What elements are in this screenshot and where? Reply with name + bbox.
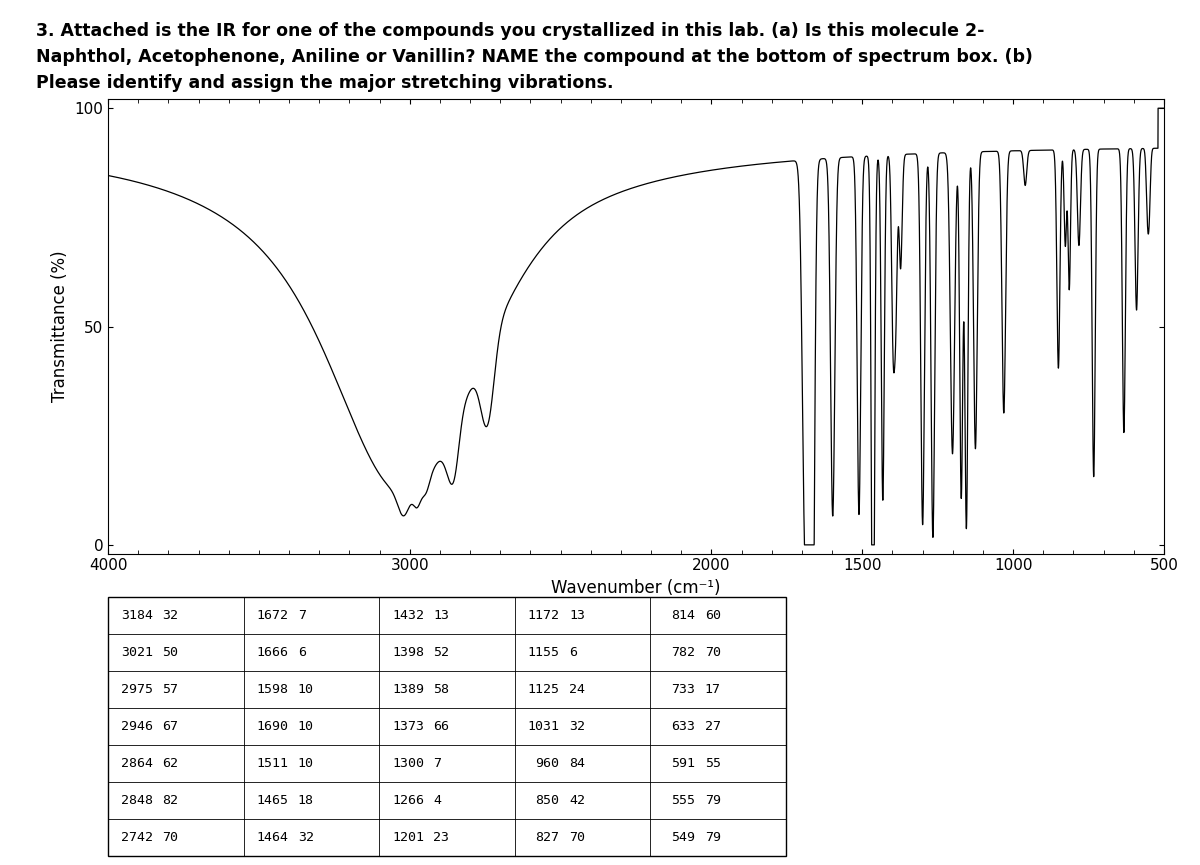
Text: 66: 66: [433, 720, 450, 734]
Text: 24: 24: [569, 683, 586, 696]
Text: 10: 10: [298, 757, 314, 770]
Text: 4: 4: [433, 794, 442, 807]
Text: 3021: 3021: [121, 646, 152, 659]
Text: 1598: 1598: [257, 683, 288, 696]
Text: 591: 591: [671, 757, 695, 770]
Text: 55: 55: [704, 757, 721, 770]
Text: 70: 70: [704, 646, 721, 659]
Text: 1031: 1031: [528, 720, 559, 734]
Text: 13: 13: [569, 609, 586, 622]
Text: 10: 10: [298, 683, 314, 696]
Y-axis label: Transmittance (%): Transmittance (%): [50, 251, 68, 402]
Text: 67: 67: [162, 720, 179, 734]
Text: 52: 52: [433, 646, 450, 659]
Text: 7: 7: [433, 757, 442, 770]
Text: 10: 10: [298, 720, 314, 734]
Text: 32: 32: [298, 831, 314, 844]
Text: 58: 58: [433, 683, 450, 696]
Text: 42: 42: [569, 794, 586, 807]
Text: 1201: 1201: [392, 831, 424, 844]
Text: 2946: 2946: [121, 720, 152, 734]
Text: Please identify and assign the major stretching vibrations.: Please identify and assign the major str…: [36, 74, 613, 92]
Text: 17: 17: [704, 683, 721, 696]
Text: 1465: 1465: [257, 794, 288, 807]
Text: 3184: 3184: [121, 609, 152, 622]
Text: 70: 70: [162, 831, 179, 844]
Text: 3. Attached is the IR for one of the compounds you crystallized in this lab. (a): 3. Attached is the IR for one of the com…: [36, 22, 984, 40]
Text: 1690: 1690: [257, 720, 288, 734]
Text: 6: 6: [298, 646, 306, 659]
Text: 57: 57: [162, 683, 179, 696]
Text: 1666: 1666: [257, 646, 288, 659]
Text: 1125: 1125: [528, 683, 559, 696]
Text: 13: 13: [433, 609, 450, 622]
Text: 70: 70: [569, 831, 586, 844]
Text: 23: 23: [433, 831, 450, 844]
Text: 2975: 2975: [121, 683, 152, 696]
Text: 1672: 1672: [257, 609, 288, 622]
Text: 6: 6: [569, 646, 577, 659]
Text: 79: 79: [704, 831, 721, 844]
Text: 1266: 1266: [392, 794, 424, 807]
Text: 50: 50: [162, 646, 179, 659]
Text: Naphthol, Acetophenone, Aniline or Vanillin? NAME the compound at the bottom of : Naphthol, Acetophenone, Aniline or Vanil…: [36, 48, 1033, 66]
Text: 7: 7: [298, 609, 306, 622]
Text: 2848: 2848: [121, 794, 152, 807]
Text: 549: 549: [671, 831, 695, 844]
Text: 1511: 1511: [257, 757, 288, 770]
Text: 1172: 1172: [528, 609, 559, 622]
Text: 1464: 1464: [257, 831, 288, 844]
Text: 32: 32: [569, 720, 586, 734]
Text: 84: 84: [569, 757, 586, 770]
Text: 1155: 1155: [528, 646, 559, 659]
Text: 827: 827: [535, 831, 559, 844]
Text: 82: 82: [162, 794, 179, 807]
Text: 32: 32: [162, 609, 179, 622]
Text: 60: 60: [704, 609, 721, 622]
Text: 850: 850: [535, 794, 559, 807]
Text: 27: 27: [704, 720, 721, 734]
Text: 79: 79: [704, 794, 721, 807]
Text: 733: 733: [671, 683, 695, 696]
Text: 1398: 1398: [392, 646, 424, 659]
Text: 1432: 1432: [392, 609, 424, 622]
Text: 782: 782: [671, 646, 695, 659]
Text: 555: 555: [671, 794, 695, 807]
X-axis label: Wavenumber (cm⁻¹): Wavenumber (cm⁻¹): [551, 579, 721, 597]
Text: 1389: 1389: [392, 683, 424, 696]
Text: 18: 18: [298, 794, 314, 807]
Text: 62: 62: [162, 757, 179, 770]
Text: 960: 960: [535, 757, 559, 770]
Text: 1300: 1300: [392, 757, 424, 770]
Text: 814: 814: [671, 609, 695, 622]
Text: 633: 633: [671, 720, 695, 734]
Text: 2864: 2864: [121, 757, 152, 770]
Text: 1373: 1373: [392, 720, 424, 734]
Text: 2742: 2742: [121, 831, 152, 844]
